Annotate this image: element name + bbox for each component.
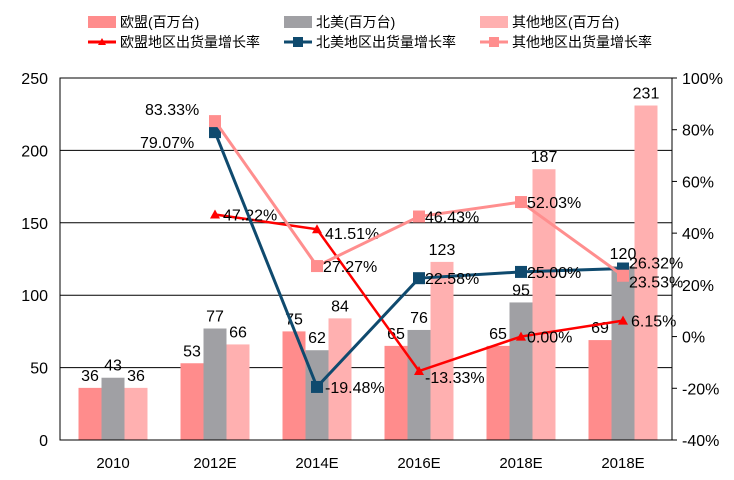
plot-frame (59, 77, 673, 441)
y-right-tick-label: -40% (682, 433, 719, 450)
line-value-label: 22.58% (425, 271, 479, 288)
bar-value-label: 187 (531, 149, 558, 166)
bar-value-label: 76 (410, 310, 428, 327)
bar-2 (407, 329, 431, 440)
bar-value-label: 231 (633, 86, 660, 103)
legend-label: 北美(百万台) (316, 14, 395, 30)
legend-label: 欧盟(百万台) (120, 14, 199, 30)
line-value-label: 79.07% (140, 135, 194, 152)
y-right-tick-label: 40% (682, 226, 714, 243)
legend-swatch (480, 16, 508, 28)
bar-value-label: 95 (512, 282, 530, 299)
bar-3 (124, 387, 148, 440)
bar-1 (588, 340, 612, 440)
square-marker (209, 115, 221, 128)
bar-value-label: 65 (387, 326, 405, 343)
y-right-tick-label: 0% (682, 330, 705, 347)
x-tick-label: 2012E (193, 455, 236, 472)
triangle-marker (312, 224, 322, 234)
triangle-marker (618, 315, 628, 325)
bar-1 (486, 345, 510, 440)
bar-value-label: 84 (331, 298, 349, 315)
line-value-label: 25.00% (527, 265, 581, 282)
y-right-tick-label: 80% (682, 123, 714, 140)
legend-label: 北美地区出货量增长率 (316, 34, 456, 50)
x-tick-label: 2018E (499, 455, 542, 472)
bar-value-label: 36 (127, 368, 145, 385)
bar-value-label: 123 (429, 242, 456, 259)
square-marker (311, 260, 323, 273)
line-value-label: -13.33% (425, 370, 485, 387)
x-tick-label: 2010 (96, 455, 129, 472)
line-value-label: 23.53% (629, 275, 683, 292)
bar-2 (611, 266, 635, 440)
line-value-label: 27.27% (323, 259, 377, 276)
square-marker (413, 272, 425, 285)
legend-label: 其他地区出货量增长率 (512, 34, 652, 50)
y-left-tick-label: 250 (21, 71, 48, 88)
line-value-label: 0.00% (527, 330, 572, 347)
legend-swatch (284, 16, 312, 28)
y-left-tick-label: 100 (21, 288, 48, 305)
y-right-tick-label: -20% (682, 381, 719, 398)
legend-label: 其他地区(百万台) (512, 14, 619, 30)
triangle-marker (516, 331, 526, 341)
x-tick-label: 2018E (601, 455, 644, 472)
bar-2 (101, 377, 125, 440)
y-left-tick-label: 150 (21, 216, 48, 233)
bar-value-label: 36 (81, 368, 99, 385)
bar-2 (509, 302, 533, 440)
x-tick-label: 2016E (397, 455, 440, 472)
bar-1 (78, 387, 102, 440)
legend-square-marker (489, 37, 499, 47)
line-value-label: 41.51% (325, 226, 379, 243)
line-value-label: 52.03% (527, 195, 581, 212)
bar-value-label: 66 (229, 324, 247, 341)
bar-value-label: 77 (206, 309, 224, 326)
bar-1 (384, 345, 408, 440)
line-value-label: 83.33% (145, 102, 199, 119)
y-left-tick-label: 200 (21, 143, 48, 160)
bar-1 (282, 331, 306, 440)
bar-3 (226, 344, 250, 440)
square-marker (413, 210, 425, 223)
triangle-marker (414, 366, 424, 376)
line-value-label: -19.48% (325, 380, 385, 397)
bar-1 (180, 363, 204, 440)
bar-2 (203, 328, 227, 440)
y-left-tick-label: 0 (39, 433, 48, 450)
bar-value-label: 53 (183, 343, 201, 360)
square-marker (515, 196, 527, 209)
bar-value-label: 43 (104, 358, 122, 375)
square-marker (617, 269, 629, 282)
x-tick-label: 2014E (295, 455, 338, 472)
y-right-tick-label: 100% (682, 71, 723, 88)
legend-swatch (88, 16, 116, 28)
y-right-tick-label: 20% (682, 278, 714, 295)
bar-3 (328, 318, 352, 440)
bar-3 (430, 261, 454, 440)
square-marker (209, 126, 221, 139)
square-marker (311, 380, 323, 393)
bar-value-label: 65 (489, 326, 507, 343)
y-right-tick-label: 60% (682, 174, 714, 191)
triangle-marker (210, 209, 220, 219)
y-left-tick-label: 50 (30, 361, 48, 378)
bar-3 (634, 105, 658, 441)
bar-value-label: 120 (610, 246, 637, 263)
legend-triangle-marker (98, 38, 106, 45)
square-marker (515, 265, 527, 278)
line-value-label: 46.43% (425, 210, 479, 227)
legend-label: 欧盟地区出货量增长率 (120, 34, 260, 50)
legend-square-marker (293, 37, 303, 47)
bar-value-label: 62 (308, 330, 326, 347)
line-value-label: 6.15% (631, 314, 676, 331)
bar-3 (532, 169, 556, 440)
line-value-label: 26.32% (629, 256, 683, 273)
